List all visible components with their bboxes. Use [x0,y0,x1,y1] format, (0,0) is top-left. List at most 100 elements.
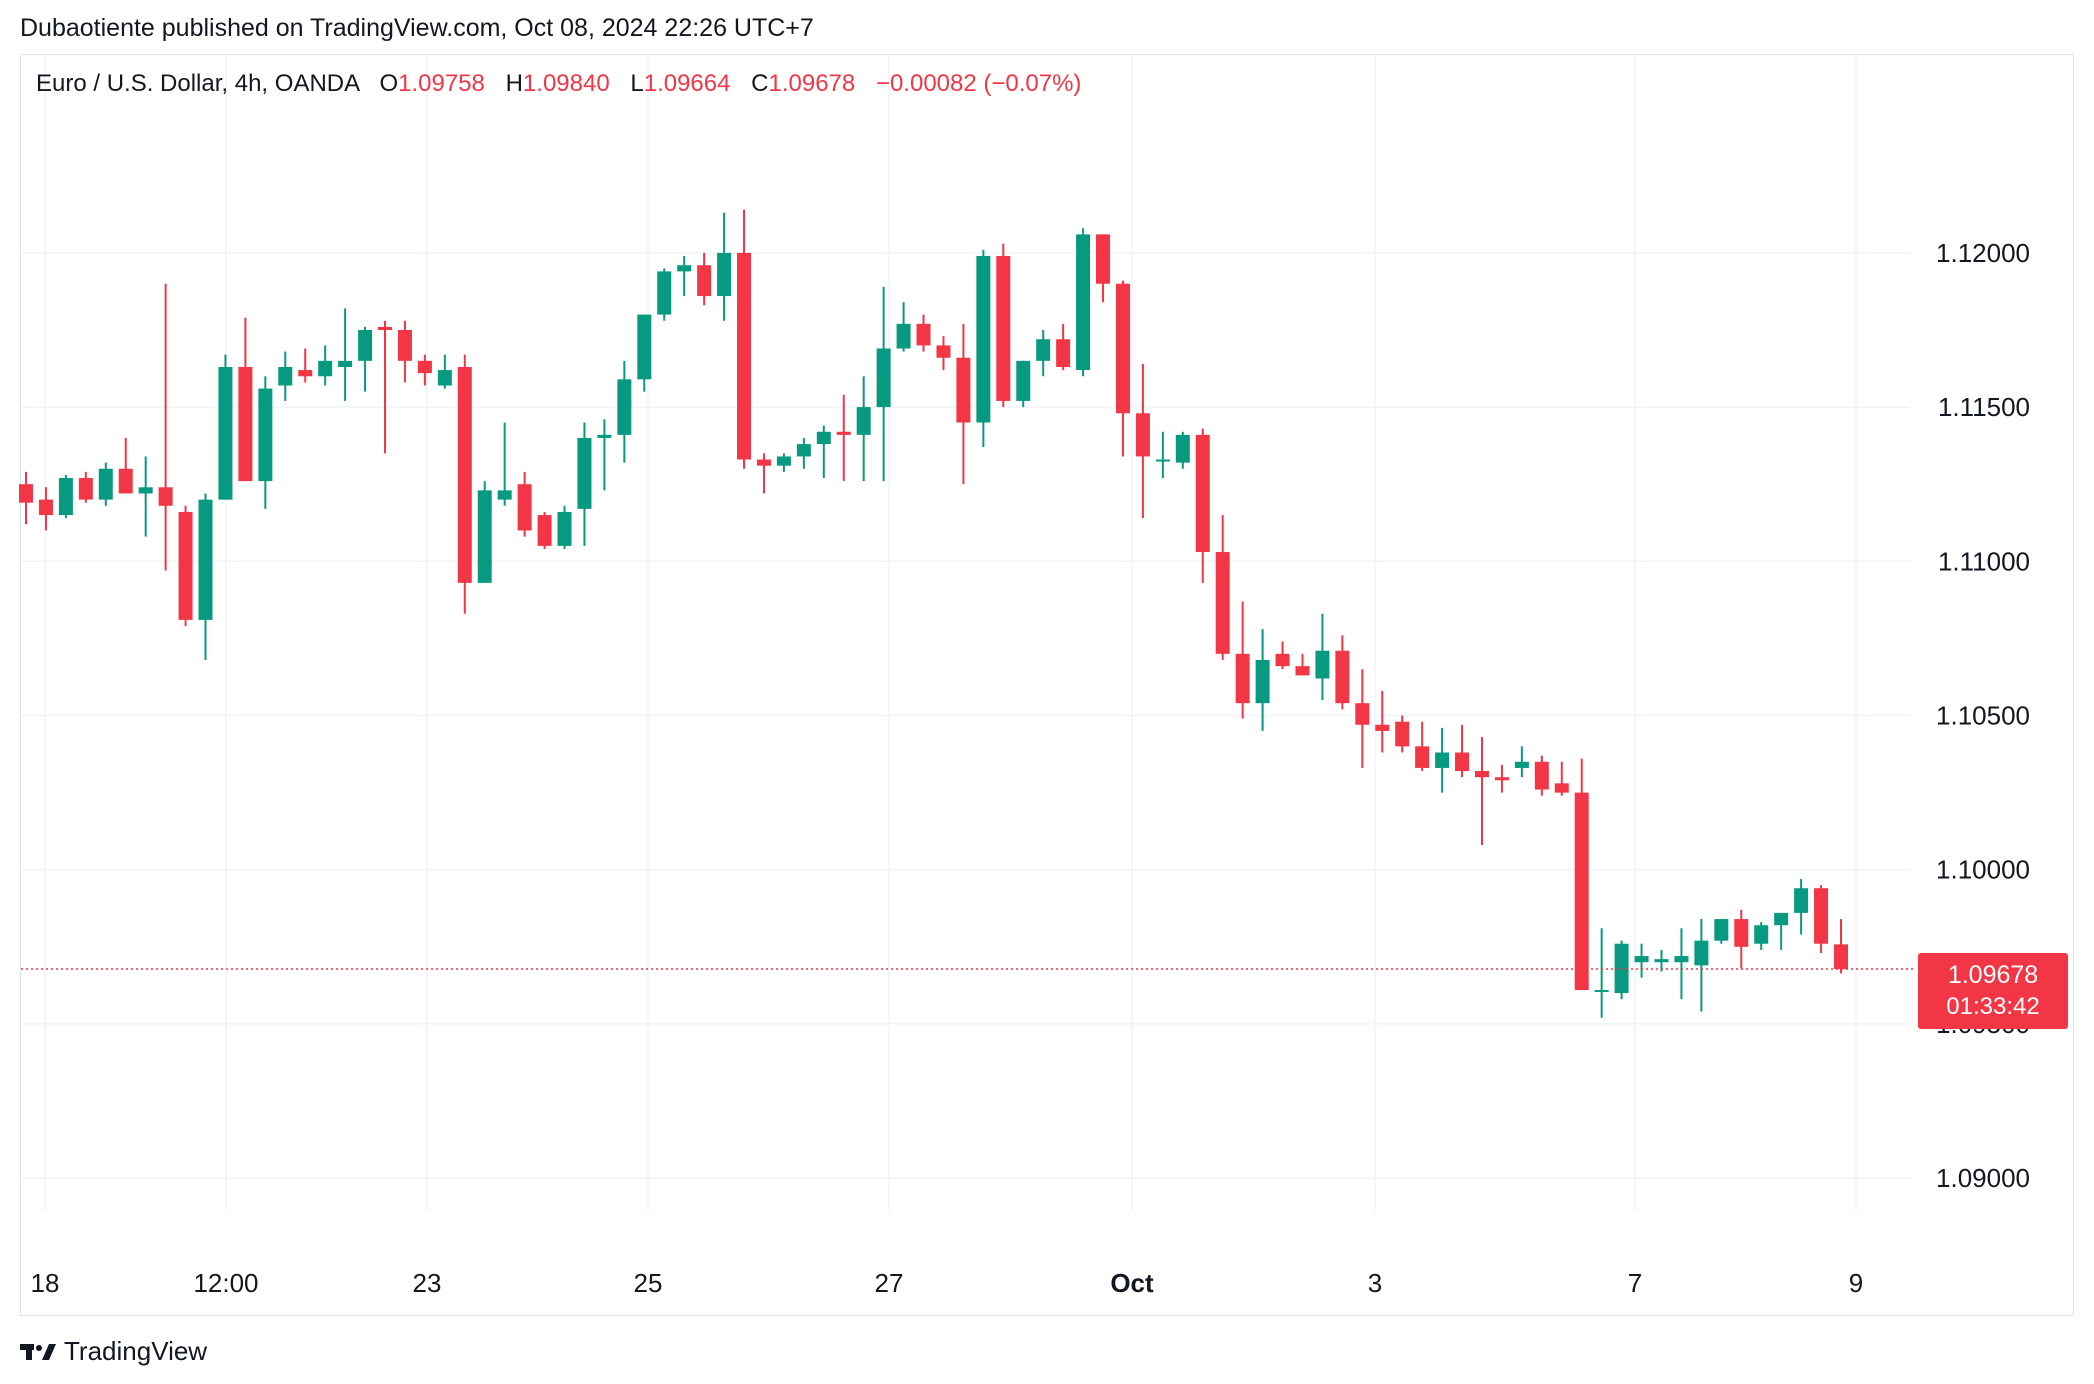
candle-down [1474,771,1489,778]
candle-up [717,252,732,297]
candle-down [1275,653,1290,667]
candle-up [677,265,692,272]
candle-down [1215,552,1230,654]
candle-down [517,484,532,531]
y-tick-label: 1.11000 [1938,546,2030,576]
candle-down [1295,666,1310,676]
candle-down [457,367,472,583]
candle-up [1036,339,1051,361]
close-value: 1.09678 [768,70,856,97]
candle-up [976,255,991,423]
candle-up [198,499,213,620]
candle-up [1255,659,1270,704]
candle-up [138,487,153,494]
x-tick-label: 3 [1368,1268,1382,1298]
candle-down [1355,703,1370,725]
y-axis: 1.120001.115001.110001.105001.100001.095… [1936,238,2030,1193]
candle-down [378,326,393,330]
candle-up [1674,956,1689,963]
candle-up [1155,459,1170,462]
candle-down [1375,724,1390,731]
candle-down [996,255,1011,401]
candle-up [278,367,293,386]
candle-up [896,323,911,349]
open-label: O [379,70,399,97]
candle-up [1794,888,1809,913]
candle-down [756,459,771,466]
candle-up [637,314,652,380]
tradingview-logo-icon [20,1343,56,1360]
candle-down [1554,783,1569,793]
tradingview-brand-text: TradingView [64,1336,208,1366]
candle-up [58,478,73,516]
candle-down [298,370,313,377]
y-tick-label: 1.10000 [1936,855,2030,885]
candle-up [617,379,632,435]
candle-down [1834,944,1848,970]
x-tick-label: 18 [31,1268,60,1298]
candle-down [397,329,412,361]
low-label: L [630,70,644,97]
candle-up [218,367,233,500]
candle-up [1634,956,1649,963]
candle-down [78,478,93,500]
change-value: −0.00082 (−0.07%) [875,70,1082,97]
x-tick-label: 9 [1849,1268,1863,1298]
publisher-line: Dubaotiente published on TradingView.com… [20,14,814,42]
candle-up [1175,434,1190,463]
candle-down [118,468,133,494]
candle-up [577,437,592,509]
x-tick-label: 25 [634,1268,663,1298]
x-tick-label: 23 [413,1268,442,1298]
high-label: H [505,70,523,97]
candle-down [1335,650,1350,704]
candles [19,209,1848,1018]
x-axis: 18 12:00 23 25 27 Oct 3 7 9 [31,1268,1864,1298]
candle-up [1594,989,1609,992]
candle-up [776,456,791,466]
candle-up [1754,925,1769,944]
candle-up [258,388,273,482]
candle-up [597,434,612,438]
candle-up [796,444,811,457]
candle-down [697,265,712,297]
candle-up [98,468,113,500]
x-tick-label: 12:00 [193,1268,258,1298]
candle-down [1135,413,1150,457]
candle-up [477,490,492,583]
candle-down [1734,919,1749,947]
chart-frame [20,54,2074,1316]
candle-down [1235,653,1250,704]
candle-down [1115,283,1130,414]
candle-up [557,511,572,546]
candle-up [338,360,353,367]
candle-down [1574,792,1589,990]
candle-down [1056,339,1071,367]
candle-down [178,511,193,620]
symbol-label: Euro / U.S. Dollar, 4h, OANDA [36,70,359,97]
candle-down [836,431,851,435]
x-tick-label: 27 [875,1268,904,1298]
candle-up [1774,912,1789,926]
candle-up [1315,650,1330,679]
candle-down [238,367,253,482]
candle-down [417,360,432,374]
grid-lines [21,55,1910,1210]
tradingview-brand[interactable]: TradingView [20,1336,207,1367]
candle-up [1654,959,1669,963]
low-value: 1.09664 [643,70,731,97]
candle-up [1694,940,1709,966]
x-tick-label: 7 [1628,1268,1642,1298]
candle-down [737,252,752,460]
y-tick-label: 1.11500 [1938,392,2030,422]
candle-down [1195,434,1210,553]
candle-down [158,487,173,506]
candle-down [1096,234,1111,284]
y-tick-label: 1.10500 [1936,701,2030,731]
candle-down [1395,721,1410,747]
close-label: C [751,70,769,97]
candle-up [1514,761,1529,768]
candle-down [1415,746,1430,768]
y-tick-label: 1.12000 [1936,238,2030,268]
